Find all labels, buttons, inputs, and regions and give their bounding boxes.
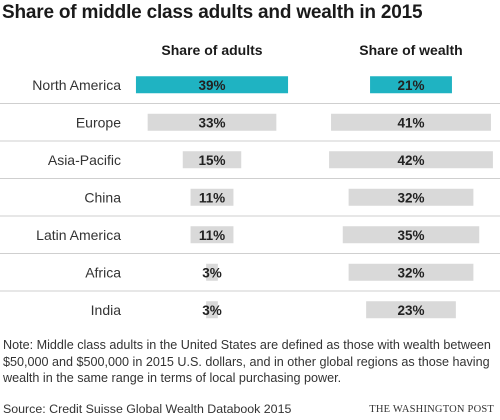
category-label-europe: Europe: [76, 114, 121, 130]
value-label-wealth-europe: 41%: [397, 115, 424, 130]
bar-adults-africa: [206, 263, 218, 281]
column-header-adults: Share of adults: [161, 42, 263, 58]
value-label-adults-europe: 33%: [198, 115, 225, 130]
value-label-wealth-india: 23%: [397, 303, 424, 318]
value-label-wealth-africa: 32%: [397, 265, 424, 280]
value-label-wealth-north-america: 21%: [397, 78, 424, 93]
bar-wealth-africa: [348, 263, 474, 281]
value-label-adults-asia-pacific: 15%: [198, 153, 225, 168]
category-label-india: India: [91, 302, 122, 318]
bar-wealth-north-america: [370, 76, 452, 94]
chart-title: Share of middle class adults and wealth …: [2, 2, 423, 23]
category-label-china: China: [84, 189, 121, 205]
publisher-logo: THE WASHINGTON POST: [369, 404, 494, 415]
bar-adults-india: [206, 301, 218, 319]
value-label-wealth-latin-america: 35%: [397, 228, 424, 243]
value-label-wealth-asia-pacific: 42%: [397, 153, 424, 168]
value-label-wealth-china: 32%: [397, 190, 424, 205]
bar-adults-north-america: [135, 76, 289, 94]
bar-chart: North America 39% 21% Europe 33% 41% Asia-Paci…: [0, 76, 500, 319]
category-label-africa: Africa: [85, 264, 121, 280]
category-label-latin-america: Latin America: [36, 227, 121, 243]
category-label-north-america: North America: [32, 77, 121, 93]
category-label-asia-pacific: Asia-Pacific: [48, 152, 121, 168]
value-label-adults-china: 11%: [199, 190, 225, 205]
value-label-adults-latin-america: 11%: [199, 228, 225, 243]
column-header-wealth: Share of wealth: [359, 42, 463, 58]
value-label-adults-africa: 3%: [202, 265, 222, 280]
bar-wealth-china: [348, 188, 474, 206]
bar-wealth-asia-pacific: [329, 151, 493, 169]
value-label-adults-north-america: 39%: [198, 78, 225, 93]
bar-wealth-india: [366, 301, 456, 319]
bar-wealth-latin-america: [342, 226, 480, 244]
value-label-adults-india: 3%: [202, 303, 222, 318]
bar-adults-latin-america: [190, 226, 234, 244]
bar-adults-asia-pacific: [182, 151, 242, 169]
bar-wealth-europe: [331, 113, 491, 131]
chart-source: Source: Credit Suisse Global Wealth Data…: [3, 402, 292, 416]
bar-adults-europe: [147, 113, 277, 131]
bar-adults-china: [190, 188, 234, 206]
chart-note: Note: Middle class adults in the United …: [3, 338, 491, 385]
